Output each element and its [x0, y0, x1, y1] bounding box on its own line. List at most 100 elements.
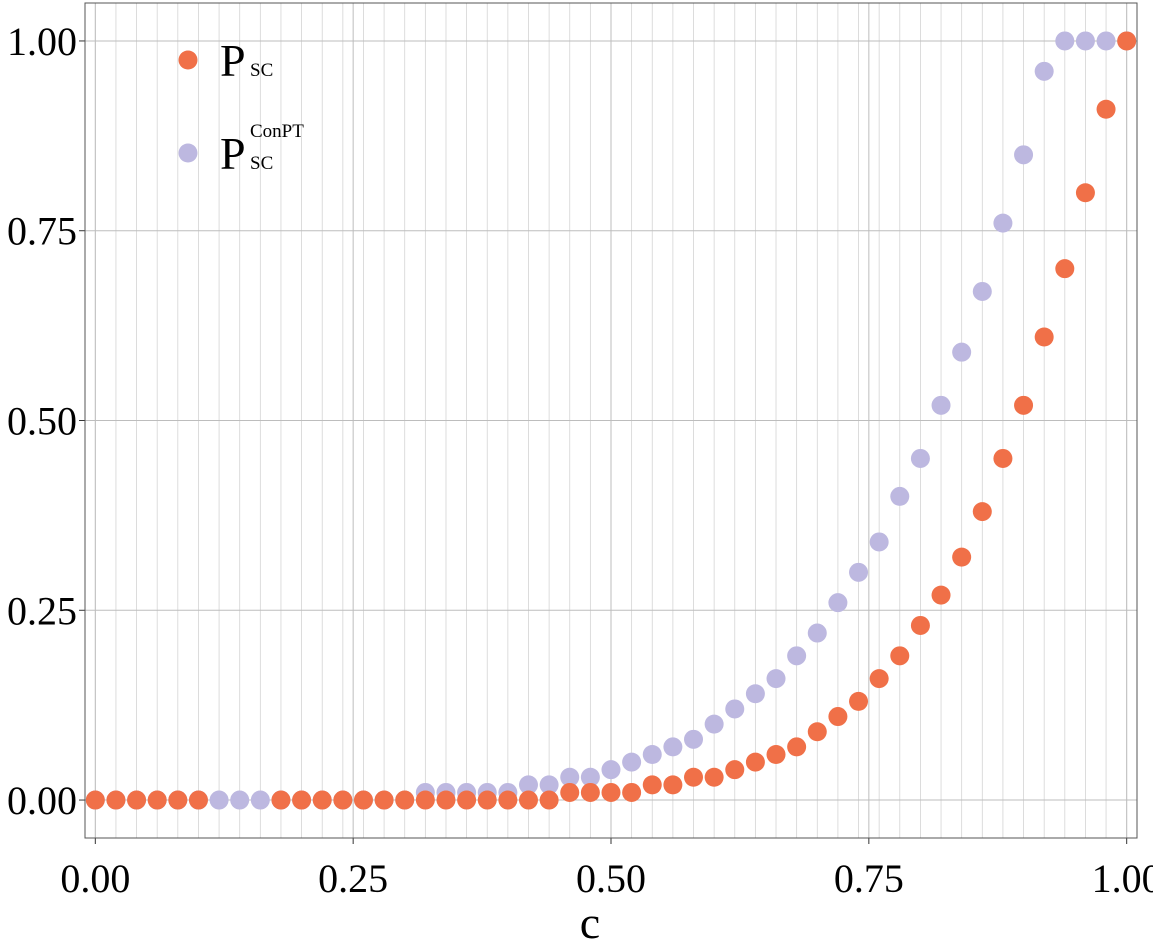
point — [663, 737, 683, 757]
point — [477, 790, 497, 810]
point — [312, 790, 332, 810]
legend-label-sub: SC — [250, 153, 273, 174]
y-tick-label: 0.25 — [7, 588, 77, 633]
point — [188, 790, 208, 810]
legend-label-sub: SC — [250, 60, 273, 81]
point — [518, 790, 538, 810]
point — [993, 448, 1013, 468]
point — [374, 790, 394, 810]
y-tick-label: 0.50 — [7, 399, 77, 444]
point — [85, 790, 105, 810]
point — [147, 790, 167, 810]
point — [807, 722, 827, 742]
point — [209, 790, 229, 810]
point — [106, 790, 126, 810]
point — [1117, 31, 1137, 51]
point — [849, 691, 869, 711]
point — [704, 767, 724, 787]
point — [910, 448, 930, 468]
point — [931, 395, 951, 415]
point — [807, 623, 827, 643]
point — [993, 213, 1013, 233]
point — [1075, 183, 1095, 203]
legend-label: P — [220, 35, 246, 86]
point — [168, 790, 188, 810]
point — [952, 342, 972, 362]
plot-border — [84, 2, 1138, 839]
point — [518, 775, 538, 795]
legend-marker — [178, 50, 198, 70]
point — [890, 486, 910, 506]
point — [292, 790, 312, 810]
y-tick-label: 0.00 — [7, 778, 77, 823]
y-tick-label: 1.00 — [7, 19, 77, 64]
point — [642, 745, 662, 764]
legend-label-sup: ConPT — [250, 121, 304, 142]
point — [415, 790, 435, 810]
point — [333, 790, 353, 810]
point — [1014, 395, 1034, 415]
x-tick-label: 0.50 — [576, 856, 646, 901]
point — [972, 281, 992, 301]
point — [1034, 327, 1054, 347]
point — [745, 752, 765, 772]
point — [663, 775, 683, 795]
point — [869, 669, 889, 689]
legend-label: P — [220, 128, 246, 179]
point — [766, 745, 786, 764]
point — [725, 699, 745, 719]
point — [539, 790, 559, 810]
x-tick-label: 1.00 — [1092, 856, 1153, 901]
point — [725, 760, 745, 780]
x-tick-label: 0.00 — [60, 856, 130, 901]
point — [642, 775, 662, 795]
point — [622, 782, 642, 802]
point — [931, 585, 951, 605]
x-tick-label: 0.25 — [318, 856, 388, 901]
legend-marker — [178, 143, 198, 163]
point — [601, 760, 621, 780]
point — [849, 562, 869, 582]
point — [395, 790, 415, 810]
point — [766, 669, 786, 689]
point — [127, 790, 147, 810]
point — [601, 782, 621, 802]
point — [684, 729, 704, 749]
x-tick-label: 0.75 — [834, 856, 904, 901]
point — [560, 782, 580, 802]
point — [952, 547, 972, 567]
point — [1055, 31, 1075, 51]
point — [498, 790, 518, 810]
legend-item: P SC ConPT — [178, 121, 304, 179]
point — [1075, 31, 1095, 51]
point — [745, 684, 765, 704]
point — [828, 593, 848, 613]
point — [457, 790, 477, 810]
point — [787, 737, 807, 757]
point — [1055, 259, 1075, 279]
point — [560, 767, 580, 787]
point — [271, 790, 291, 810]
point — [910, 615, 930, 635]
point — [1096, 99, 1116, 119]
point — [1014, 145, 1034, 165]
point — [684, 767, 704, 787]
point — [704, 714, 724, 734]
point — [622, 752, 642, 772]
point — [539, 775, 559, 795]
point — [230, 790, 250, 810]
point — [436, 790, 456, 810]
point — [353, 790, 373, 810]
point — [580, 767, 600, 787]
point — [890, 646, 910, 666]
legend-item: P SC — [178, 35, 273, 86]
point — [250, 790, 270, 810]
y-tick-label: 0.75 — [7, 209, 77, 254]
point — [1034, 61, 1054, 81]
x-axis-title: c — [580, 897, 600, 942]
point — [580, 782, 600, 802]
point — [828, 707, 848, 727]
point — [869, 532, 889, 552]
